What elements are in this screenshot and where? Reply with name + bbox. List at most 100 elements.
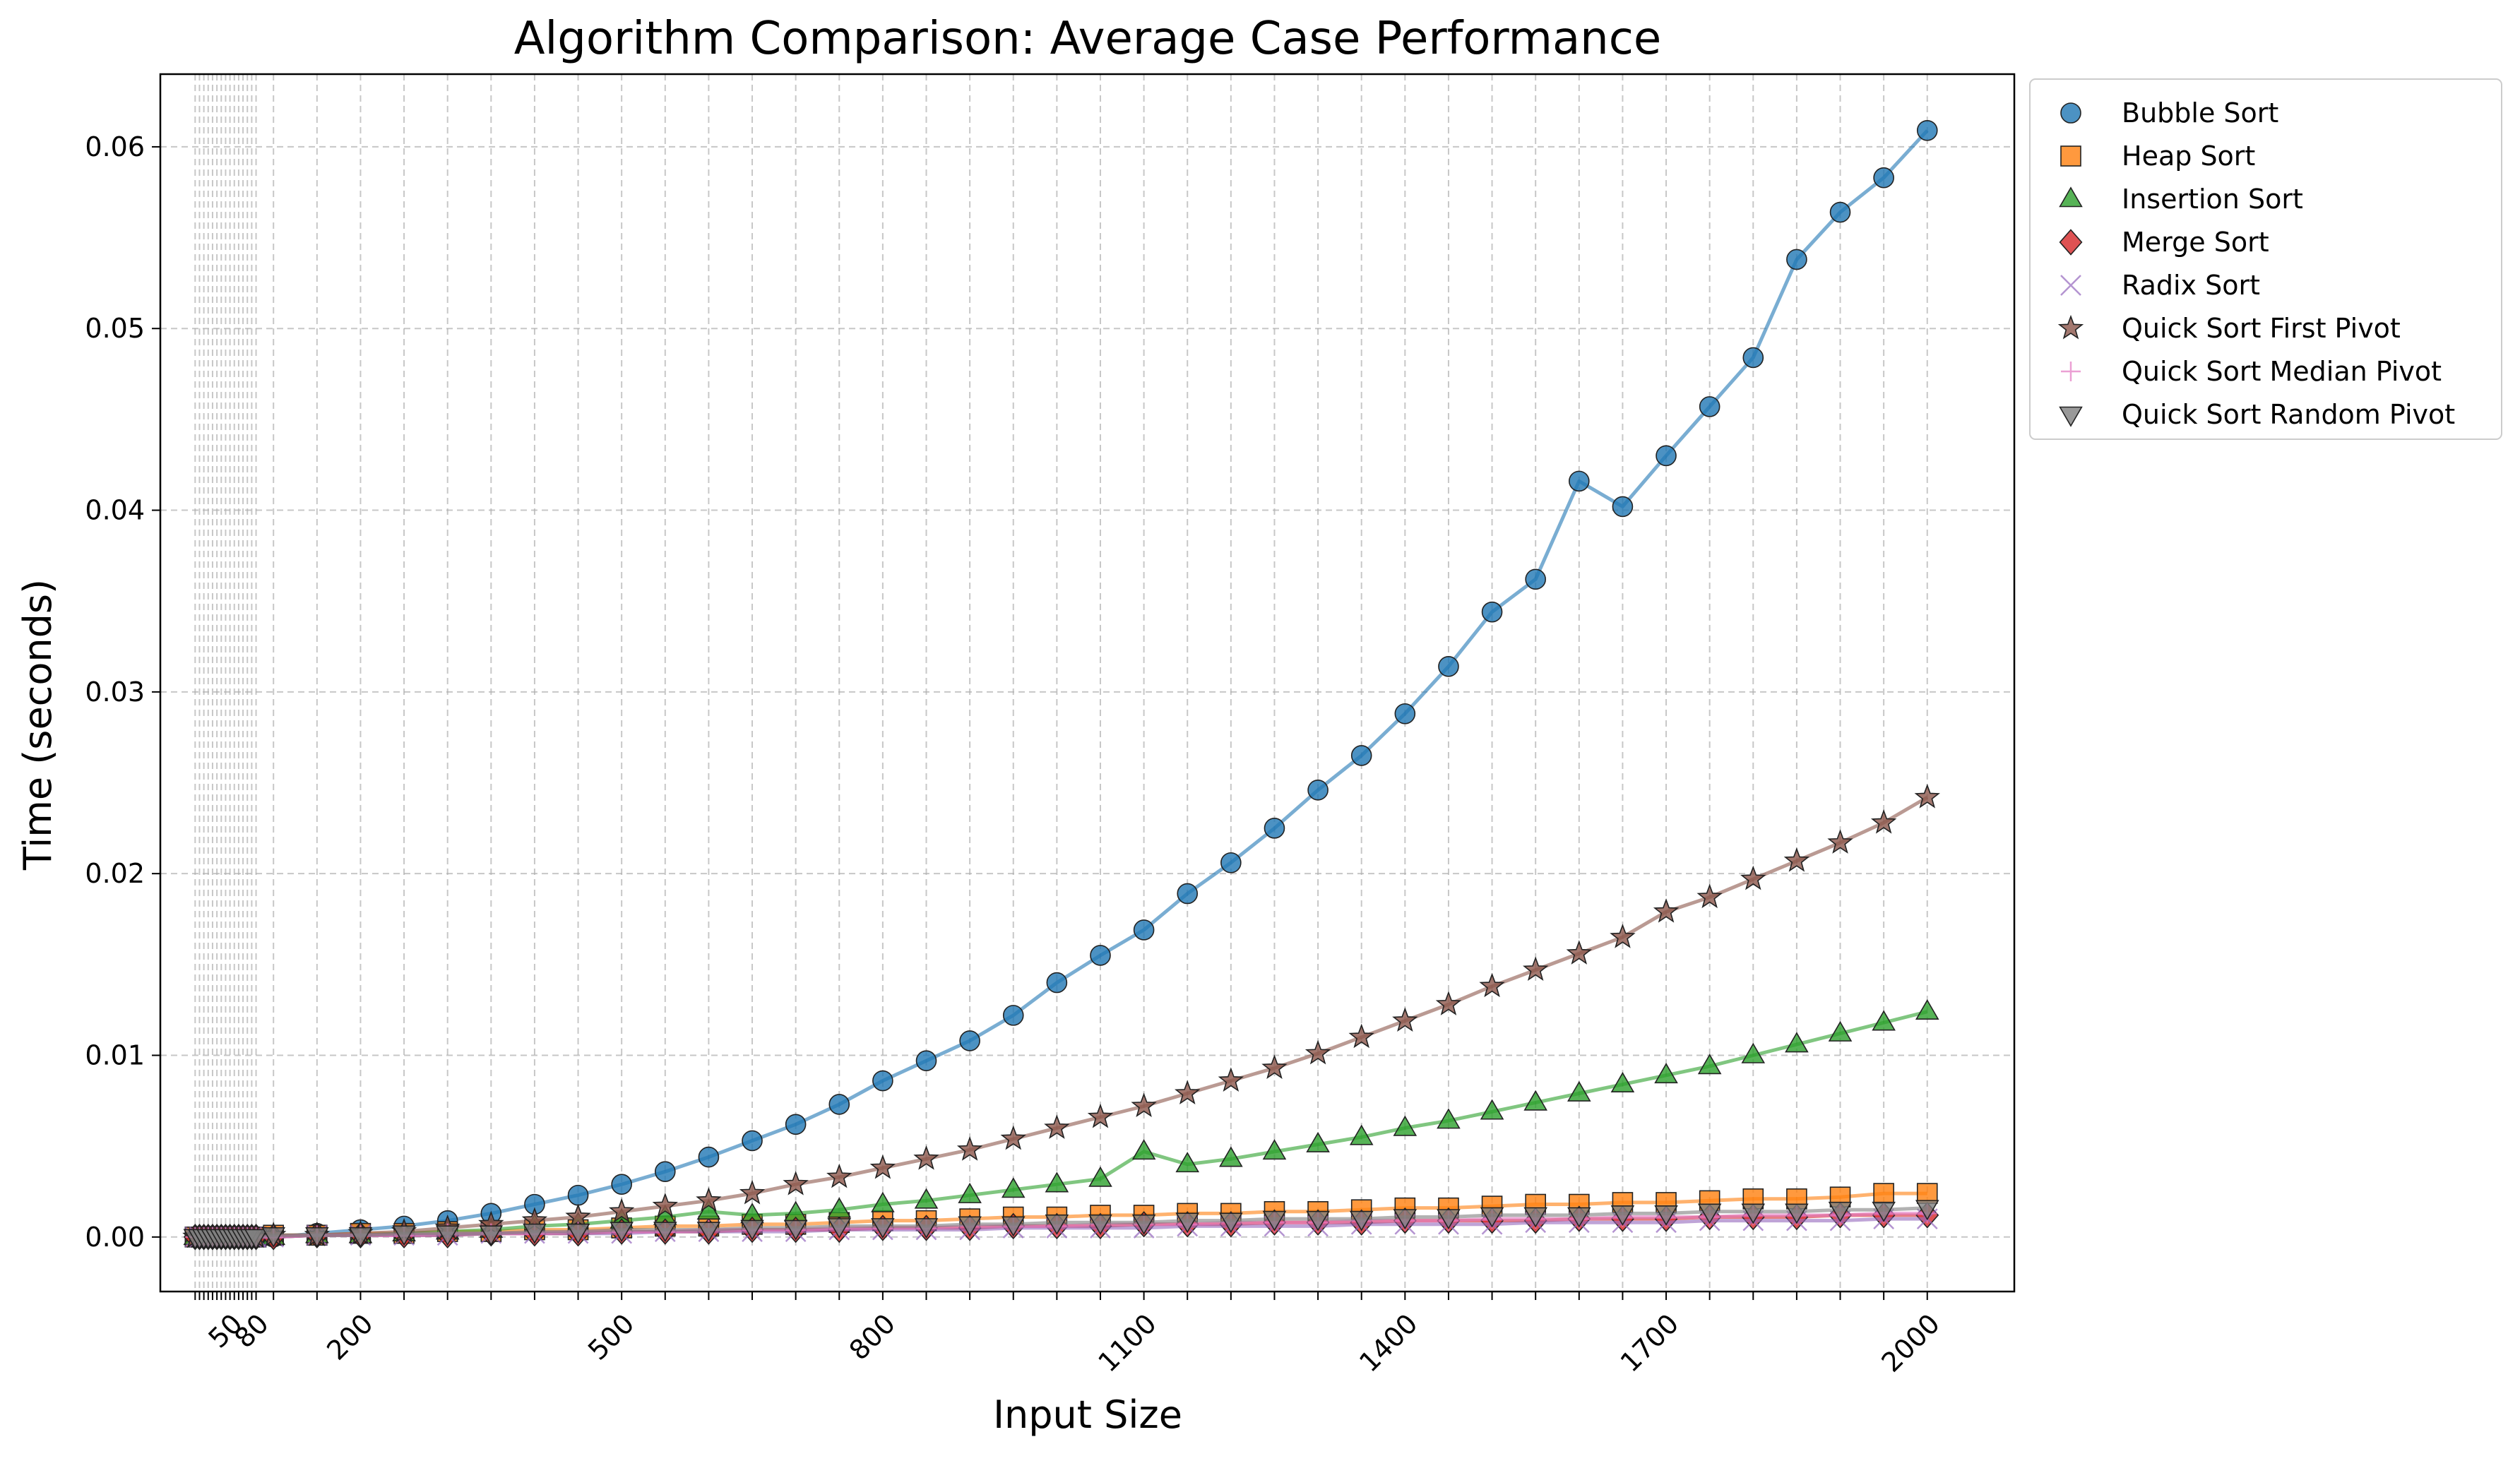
data-point [956, 1136, 983, 1161]
data-point [1872, 1010, 1896, 1031]
x-tick-label: 2000 [1876, 1308, 1947, 1378]
data-point [1870, 809, 1897, 834]
data-point [1175, 1152, 1200, 1173]
data-point [1261, 1054, 1288, 1079]
plot-frame [159, 73, 2016, 1293]
data-point [1741, 1042, 1766, 1063]
data-point [653, 1222, 677, 1243]
data-point [654, 1161, 676, 1182]
data-point [1827, 829, 1853, 854]
data-point [348, 1227, 373, 1248]
data-point [1175, 1212, 1200, 1234]
data-point [1783, 847, 1810, 872]
y-tick-label: 0.00 [85, 1222, 145, 1253]
data-point [1697, 1054, 1722, 1075]
data-point [1131, 1139, 1156, 1160]
data-point [1873, 1183, 1894, 1204]
legend-label: Merge Sort [2122, 227, 2269, 258]
series-layer [182, 119, 1940, 1251]
data-point [696, 1187, 722, 1212]
data-point [1000, 1125, 1026, 1150]
legend-label: Quick Sort Median Pivot [2122, 356, 2442, 387]
data-point [1348, 1023, 1374, 1049]
data-point [1785, 1203, 1809, 1224]
data-point [1525, 568, 1546, 590]
data-point [1612, 496, 1634, 518]
legend-item-insertion-sort: Insertion Sort [2059, 184, 2303, 215]
legend-item-radix-sort: Radix Sort [2060, 270, 2260, 301]
y-tick-label: 0.04 [85, 495, 145, 526]
data-point [871, 1191, 895, 1212]
data-point [1218, 1067, 1244, 1092]
data-point [783, 1171, 809, 1195]
data-point [1828, 1020, 1853, 1042]
legend-item-quick-sort-median-pivot: Quick Sort Median Pivot [2061, 356, 2442, 387]
data-point [958, 1216, 982, 1237]
legend-item-quick-sort-random-pivot: Quick Sort Random Pivot [2059, 399, 2455, 430]
data-point [1219, 1146, 1243, 1167]
data-point [1219, 1212, 1243, 1234]
data-point [1044, 1114, 1070, 1139]
legend-item-quick-sort-first-pivot: Quick Sort First Pivot [2057, 313, 2401, 344]
series-line-quick-sort-first-pivot [195, 795, 1929, 1239]
data-point [1696, 883, 1723, 909]
data-point [1741, 1203, 1766, 1224]
data-point [828, 1094, 850, 1115]
data-point [652, 1192, 678, 1217]
chart-title: Algorithm Comparison: Average Case Perfo… [514, 13, 1662, 65]
legend-label: Radix Sort [2122, 270, 2260, 301]
data-point [1349, 1124, 1374, 1145]
series-quick-sort-random-pivot [183, 1200, 1939, 1250]
data-point [1699, 396, 1720, 417]
data-point [1349, 1210, 1374, 1232]
data-point [1915, 999, 1939, 1020]
data-point [1090, 945, 1111, 966]
data-point [392, 1225, 416, 1246]
data-point [1262, 1139, 1287, 1160]
data-point [1435, 991, 1462, 1015]
legend-label: Quick Sort First Pivot [2122, 313, 2401, 344]
data-point [1656, 445, 1677, 467]
data-point [435, 1225, 460, 1246]
data-point [1481, 601, 1503, 623]
data-point [1306, 1131, 1330, 1152]
data-point [959, 1030, 980, 1051]
data-point [610, 1222, 634, 1243]
legend-marker [2060, 145, 2081, 167]
data-point [1264, 818, 1285, 839]
data-point [1567, 1080, 1591, 1102]
legend-label: Heap Sort [2122, 141, 2255, 172]
y-tick-label: 0.01 [85, 1039, 145, 1071]
legend: Bubble Sort Heap Sort Insertion Sort Merge … [2029, 78, 2502, 440]
grid [160, 74, 2014, 1292]
data-point [1088, 1214, 1112, 1235]
data-point [1740, 865, 1766, 890]
data-point [1437, 1209, 1461, 1230]
data-point [1742, 347, 1764, 369]
x-tick-label: 1700 [1615, 1308, 1685, 1378]
data-point [785, 1114, 807, 1135]
data-point [913, 1145, 939, 1170]
legend-marker [2060, 275, 2081, 296]
data-point [742, 1130, 763, 1152]
data-point [1569, 470, 1590, 492]
data-point [1350, 745, 1372, 766]
data-point [914, 1218, 939, 1239]
data-point [523, 1223, 547, 1244]
y-tick-label: 0.03 [85, 676, 145, 708]
data-point [1307, 780, 1329, 801]
x-tick-label: 500 [582, 1308, 640, 1366]
data-point [305, 1227, 329, 1248]
data-point [826, 1163, 852, 1188]
data-point [1131, 1214, 1156, 1235]
data-point [1437, 1108, 1461, 1129]
data-point [1872, 1201, 1896, 1222]
y-tick-label: 0.06 [85, 131, 145, 162]
legend-box [2029, 78, 2502, 440]
data-point [1523, 1207, 1547, 1228]
y-axis-label: Time (seconds) [16, 579, 60, 871]
data-point [566, 1223, 590, 1244]
data-point [1828, 1201, 1853, 1222]
x-tick-label: 800 [843, 1308, 901, 1366]
